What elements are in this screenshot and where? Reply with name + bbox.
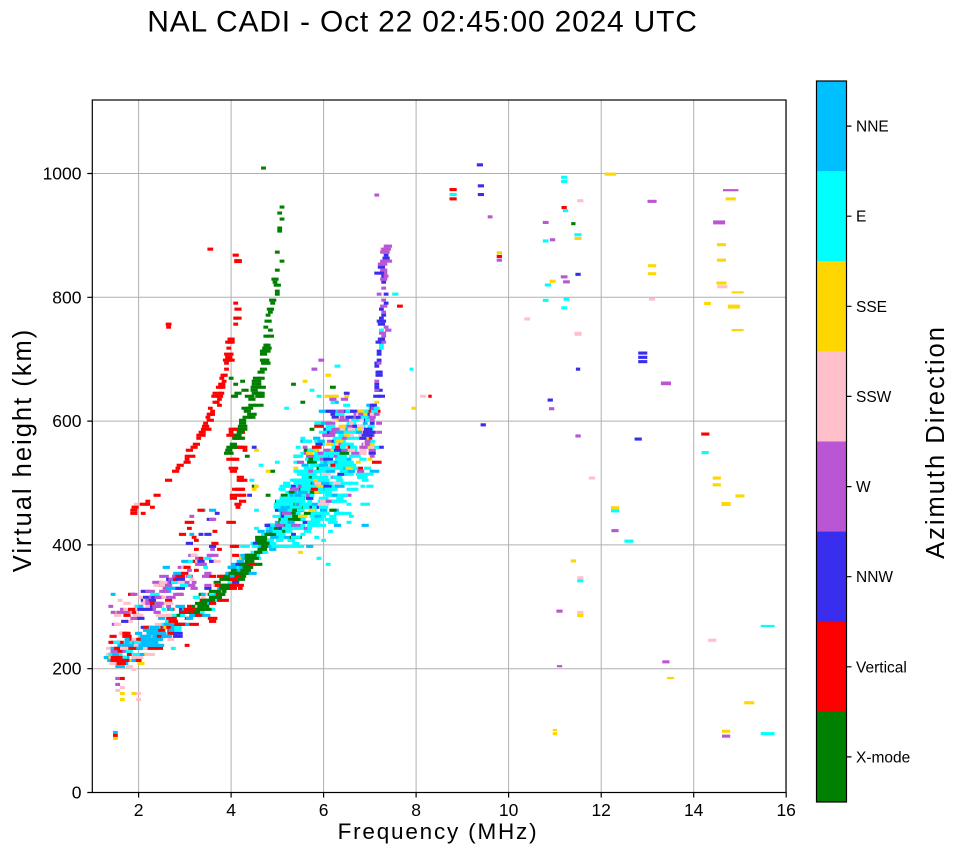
svg-text:SSE: SSE <box>856 299 887 316</box>
svg-text:Virtual height (km): Virtual height (km) <box>9 328 37 572</box>
svg-text:NNW: NNW <box>856 569 893 586</box>
svg-text:SSW: SSW <box>856 389 892 406</box>
svg-text:W: W <box>856 479 871 496</box>
svg-text:16: 16 <box>776 800 795 820</box>
svg-text:Frequency (MHz): Frequency (MHz) <box>338 819 539 844</box>
svg-text:1000: 1000 <box>43 164 82 184</box>
svg-text:600: 600 <box>52 411 81 431</box>
svg-text:8: 8 <box>411 800 421 820</box>
svg-text:Vertical: Vertical <box>856 659 907 676</box>
svg-text:2: 2 <box>134 800 144 820</box>
svg-text:200: 200 <box>52 659 81 679</box>
svg-text:E: E <box>856 209 866 226</box>
svg-text:NNE: NNE <box>856 119 889 136</box>
svg-text:10: 10 <box>499 800 519 820</box>
svg-text:X-mode: X-mode <box>856 749 910 766</box>
svg-text:6: 6 <box>319 800 329 820</box>
svg-text:4: 4 <box>226 800 236 820</box>
svg-text:Azimuth Direction: Azimuth Direction <box>922 325 950 559</box>
svg-text:800: 800 <box>52 287 81 307</box>
svg-text:0: 0 <box>72 783 82 803</box>
svg-text:12: 12 <box>591 800 610 820</box>
svg-text:NAL CADI - Oct 22 02:45:00 202: NAL CADI - Oct 22 02:45:00 2024 UTC <box>147 6 697 39</box>
svg-text:400: 400 <box>52 535 81 555</box>
svg-text:14: 14 <box>684 800 704 820</box>
